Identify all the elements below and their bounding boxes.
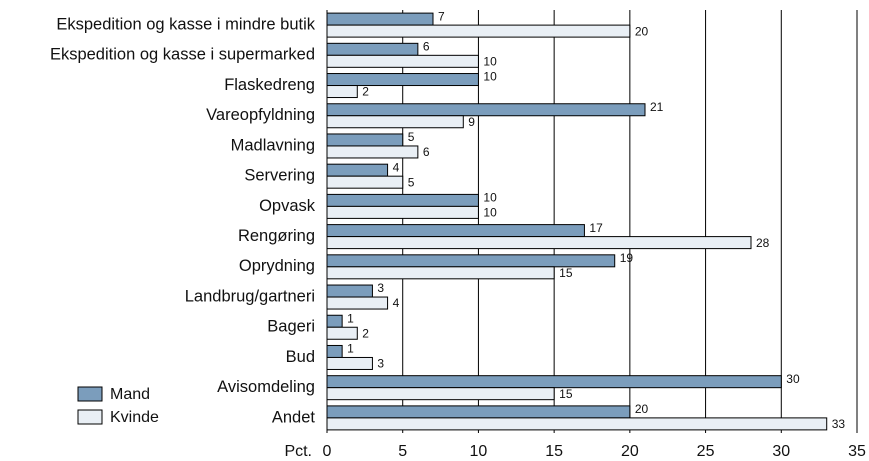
bar [326, 145, 419, 159]
x-tick-label: 15 [545, 443, 563, 460]
value-label: 30 [786, 372, 800, 386]
value-label: 28 [756, 236, 770, 250]
category-label: Servering [244, 167, 315, 185]
legend-label: Mand [110, 386, 150, 403]
bar [326, 356, 373, 370]
category-label: Ekspedition og kasse i supermarked [50, 46, 315, 64]
category-label: Ekspedition og kasse i mindre butik [56, 15, 315, 33]
bar [326, 24, 631, 38]
bar [326, 375, 782, 389]
value-label: 33 [832, 417, 846, 431]
category-label: Rengøring [238, 227, 315, 245]
value-label: 2 [362, 326, 369, 340]
category-label: Avisomdeling [217, 378, 315, 396]
category-label: Opvask [259, 197, 316, 215]
value-label: 19 [620, 251, 634, 265]
value-label: 17 [589, 221, 603, 235]
x-tick-label: 30 [772, 443, 790, 460]
category-label: Bageri [267, 318, 315, 336]
x-tick-label: 20 [621, 443, 639, 460]
legend-swatch [77, 409, 103, 425]
value-label: 10 [483, 54, 497, 68]
bar [326, 54, 479, 68]
category-label: Flaskedreng [224, 76, 315, 94]
bar [326, 224, 585, 238]
bar [326, 163, 389, 177]
value-label: 3 [377, 281, 384, 295]
legend-swatch [77, 386, 103, 402]
bar [326, 266, 555, 280]
x-tick-label: 25 [697, 443, 715, 460]
value-label: 1 [347, 311, 354, 325]
bar [326, 85, 358, 99]
x-tick-label: 35 [848, 443, 866, 460]
bar [326, 103, 646, 117]
bar [326, 344, 343, 358]
x-tick-label: 0 [323, 443, 332, 460]
value-label: 20 [635, 402, 649, 416]
value-label: 5 [408, 130, 415, 144]
bar [326, 405, 631, 419]
bar [326, 326, 358, 340]
value-label: 20 [635, 24, 649, 38]
value-label: 6 [423, 39, 430, 53]
value-label: 4 [393, 160, 400, 174]
value-label: 15 [559, 387, 573, 401]
value-label: 6 [423, 145, 430, 159]
bar [326, 12, 434, 26]
bar [326, 133, 404, 147]
legend-label: Kvinde [110, 409, 159, 426]
category-label: Landbrug/gartneri [185, 287, 315, 305]
category-label: Oprydning [239, 257, 315, 275]
value-label: 2 [362, 85, 369, 99]
value-label: 9 [468, 115, 475, 129]
bar [326, 73, 479, 87]
value-label: 10 [483, 70, 497, 84]
category-label: Andet [272, 408, 316, 426]
bar [326, 296, 389, 310]
value-label: 15 [559, 266, 573, 280]
value-label: 10 [483, 206, 497, 220]
category-label: Vareopfyldning [206, 106, 315, 124]
bar [326, 115, 464, 129]
value-label: 3 [377, 357, 384, 371]
category-label: Bud [286, 348, 315, 366]
value-label: 7 [438, 9, 445, 23]
bar [326, 193, 479, 207]
value-label: 21 [650, 100, 664, 114]
bar [326, 417, 828, 431]
bar [326, 284, 373, 298]
value-label: 5 [408, 175, 415, 189]
x-tick-label: 10 [470, 443, 488, 460]
x-tick-label: 5 [398, 443, 407, 460]
bar [326, 205, 479, 219]
category-label: Madlavning [231, 136, 315, 154]
bar [326, 236, 752, 250]
x-axis-label: Pct. [284, 443, 312, 460]
value-label: 4 [393, 296, 400, 310]
bar [326, 314, 343, 328]
value-label: 10 [483, 191, 497, 205]
bar [326, 387, 555, 401]
bar [326, 42, 419, 56]
bar [326, 175, 404, 189]
value-label: 1 [347, 342, 354, 356]
